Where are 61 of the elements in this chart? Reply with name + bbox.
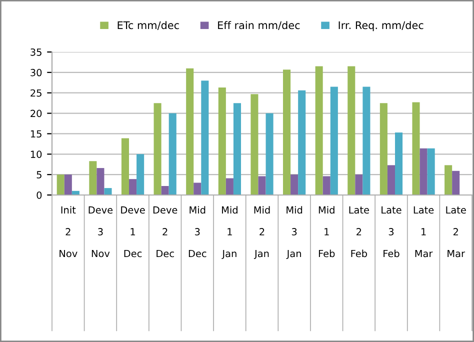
bar — [201, 80, 209, 195]
bar — [218, 88, 226, 195]
category-label: Deve 2 Dec — [153, 206, 178, 258]
bar — [121, 138, 129, 195]
bar — [395, 132, 403, 195]
y-tick-label: 20 — [30, 110, 42, 118]
bar — [186, 68, 194, 195]
bar — [266, 113, 274, 195]
bar — [427, 148, 435, 195]
bar — [387, 165, 395, 195]
bar — [348, 66, 356, 195]
bar — [283, 70, 291, 195]
bar — [89, 161, 97, 195]
y-tick-label: 35 — [30, 48, 42, 56]
bar — [315, 66, 323, 195]
bar — [194, 182, 202, 195]
bar — [161, 186, 169, 195]
bar — [330, 86, 338, 195]
bar — [154, 103, 162, 195]
bar — [362, 86, 370, 195]
bar — [233, 103, 241, 195]
bar — [129, 179, 137, 195]
bar — [104, 188, 112, 195]
y-tick-label: 10 — [30, 150, 42, 158]
legend-label: Irr. Req. mm/dec — [338, 21, 424, 32]
legend-label: Eff rain mm/dec — [218, 21, 300, 30]
bar — [250, 94, 258, 195]
bar — [136, 154, 144, 195]
category-label: Mid 3 Jan — [286, 206, 302, 259]
category-label: Deve 1 Dec — [121, 206, 145, 258]
bar — [355, 174, 363, 195]
y-tick-label: 0 — [36, 191, 42, 199]
bar — [298, 90, 306, 195]
bar — [444, 165, 452, 195]
bar — [420, 148, 428, 195]
bar — [96, 168, 104, 195]
category-label: Late 2 Mar — [446, 206, 466, 258]
bar — [322, 176, 330, 195]
bar — [168, 113, 176, 195]
category-label: Mid 2 Jan — [254, 206, 270, 259]
bar — [258, 176, 266, 195]
bar — [452, 170, 460, 195]
category-label: Late 3 Feb — [382, 206, 402, 258]
bar — [64, 174, 72, 195]
y-tick-label: 5 — [36, 171, 42, 178]
category-label: Mid 1 Jan — [222, 206, 238, 259]
category-label: Init 2 Nov — [60, 206, 78, 258]
bar — [290, 174, 298, 195]
category-label: Mid 1 Feb — [318, 206, 335, 258]
category-label: Deve 3 Nov — [88, 206, 113, 258]
bar — [412, 102, 420, 195]
category-label: Mid 3 Dec — [188, 206, 206, 258]
category-label: Late 2 Feb — [349, 206, 369, 258]
y-tick-label: 30 — [30, 68, 42, 76]
y-tick-label: 15 — [30, 130, 42, 138]
category-label: Late 1 Mar — [414, 206, 434, 258]
y-tick-label: 25 — [30, 89, 42, 97]
legend-label: ETc mm/dec — [118, 21, 179, 30]
bar — [226, 178, 234, 195]
bar — [380, 103, 388, 195]
bar — [56, 174, 64, 195]
